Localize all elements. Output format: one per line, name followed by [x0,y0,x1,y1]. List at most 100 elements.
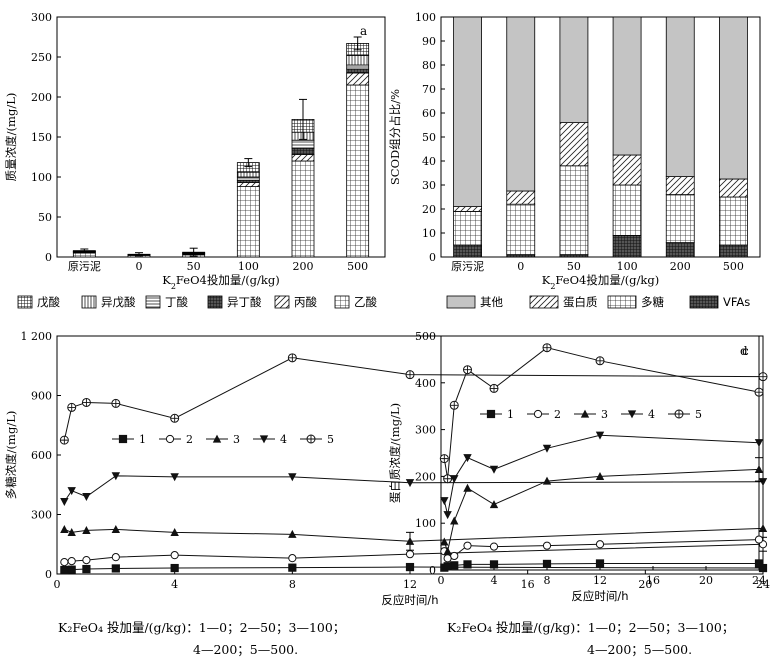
legend-marker [486,409,496,419]
data-point-series-1 [60,565,69,575]
x-tick-label: 50 [567,260,581,273]
y-axis-label: 质量浓度/(mg/L) [4,93,18,182]
marker-circle [754,535,764,544]
bar-segment [665,242,695,258]
x-axis-label: K2FeO4投加量/(g/kg) [162,273,280,291]
data-point-series-3 [450,516,459,525]
marker-cross [60,436,68,444]
legend-marker [165,434,175,444]
bar-segment [665,194,695,244]
legend-label: 4 [648,408,655,421]
bar-segment [559,122,589,167]
data-point-series-4 [405,479,415,488]
legend-marker [306,434,316,444]
y-tick-label: 30 [422,179,436,192]
legend-label: 乙酸 [354,295,377,309]
caption-d-line1: K₂FeO₄ 投加量/(g/kg)：1—0；2—50；3—100； [447,620,735,635]
y-tick-label: 0 [429,251,436,264]
legend-swatch [274,295,290,309]
data-point-series-2 [288,554,297,563]
legend-label: 丁酸 [165,295,188,309]
x-tick-label: 原污泥 [68,260,101,273]
bar-segment [453,244,482,258]
marker-triangle [443,546,452,555]
marker-square [67,565,76,574]
bar-segment [72,252,96,258]
legend-label: 异丁酸 [227,295,262,309]
y-tick-label: 200 [31,91,52,104]
legend-marker [118,434,128,444]
legend-label: 异戊酸 [101,295,136,309]
y-tick-label: 70 [422,83,436,96]
y-tick-label: 300 [31,509,52,522]
data-point-series-4 [754,439,764,448]
marker-triangle-down [440,497,449,506]
marker-triangle-down [463,454,472,463]
data-point-series-5 [170,413,180,423]
x-tick-label: 20 [699,574,713,587]
legend-label: 5 [327,433,334,446]
y-axis-label: SCOD组分占比/% [388,89,402,185]
marker-cross [450,401,458,409]
y-tick-label: 1 200 [21,330,53,343]
marker-triangle-down [542,444,552,453]
series-line-3 [443,468,760,554]
marker-square [170,563,179,573]
y-tick-label: 250 [31,51,52,64]
y-tick-label: 60 [422,107,436,120]
data-point-series-5 [67,402,77,412]
x-tick-label: 24 [752,574,766,587]
data-point-series-4 [758,478,768,487]
data-point-series-5 [81,397,91,407]
bar-segment [291,160,315,258]
y-tick-label: 0 [45,251,52,264]
y-tick-label: 50 [38,211,52,224]
y-tick-label: 80 [422,59,436,72]
data-point-series-5 [59,435,69,445]
data-point-series-1 [595,559,605,568]
marker-square [111,564,120,573]
marker-circle [82,556,91,565]
marker-cross [490,384,498,393]
marker-square [288,563,297,572]
marker-cross [755,388,763,396]
data-point-series-1 [489,560,499,569]
data-point-series-3 [489,500,499,509]
data-point-series-2 [595,540,605,549]
marker-circle [450,551,459,561]
marker-triangle [542,476,552,485]
marker-square [405,562,415,572]
marker-triangle [489,500,499,509]
legend-marker [674,409,684,419]
bar-segment [612,234,642,258]
marker-triangle [463,483,472,492]
data-point-series-4 [450,475,459,484]
data-point-series-3 [542,476,552,485]
plot-frame [56,16,386,258]
marker-triangle-down [60,498,69,507]
data-point-series-2 [170,551,179,560]
data-point-series-4 [595,431,605,440]
y-tick-label: 90 [422,35,436,48]
caption-c-line2: 4—200；5—500. [193,642,299,657]
data-point-series-5 [405,370,415,380]
data-point-series-4 [111,472,121,481]
data-point-series-5 [463,365,472,375]
panel-letter: a [360,24,367,38]
y-tick-label: 300 [415,424,436,437]
data-point-series-3 [170,527,179,536]
legend-swatch [334,295,350,309]
data-point-series-5 [443,474,453,484]
marker-triangle [60,524,69,533]
data-point-series-1 [288,563,297,572]
marker-triangle [754,464,764,473]
x-tick-label: 24 [756,578,770,591]
data-point-series-5 [449,400,459,410]
bar-segment [236,176,260,181]
x-tick-label: 20 [638,578,652,591]
marker-triangle [288,529,297,538]
marker-circle [463,541,472,550]
legend-marker [212,434,222,443]
marker-triangle [450,516,459,525]
bar-segment [346,55,370,66]
